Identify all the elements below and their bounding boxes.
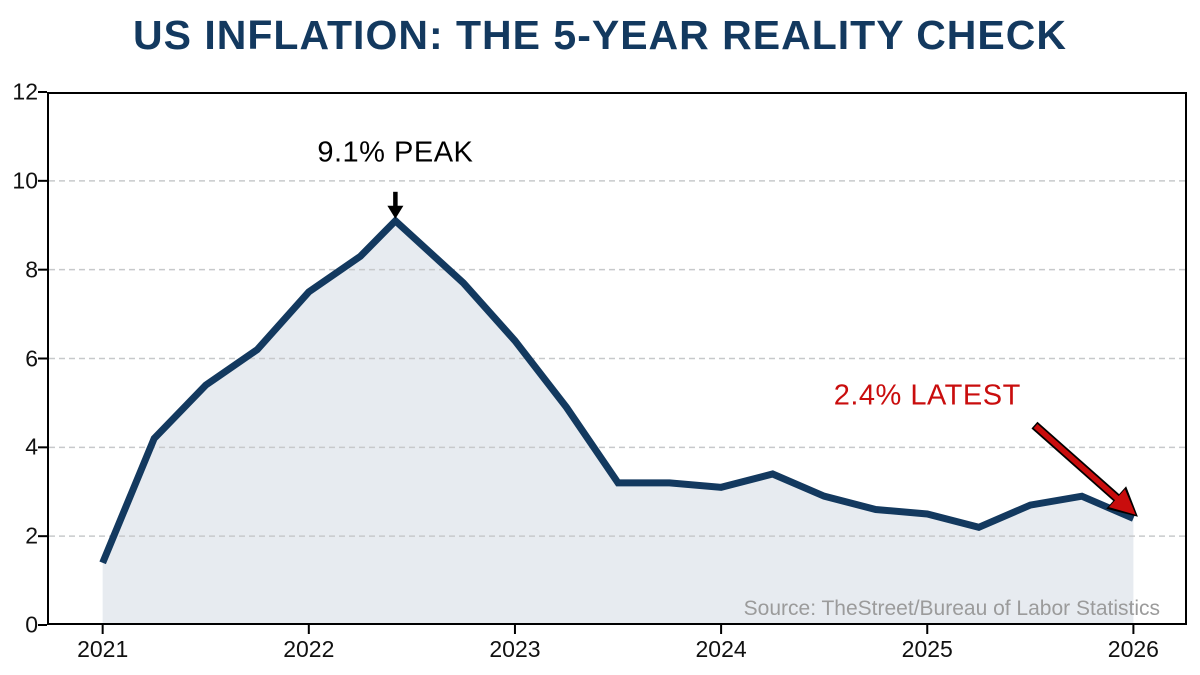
chart-title: US INFLATION: THE 5-YEAR REALITY CHECK	[133, 12, 1067, 58]
y-tick-label: 8	[25, 256, 38, 283]
axis-box	[47, 92, 1187, 625]
latest-annotation-label: 2.4% LATEST	[833, 379, 1021, 412]
x-tick-label: 2022	[283, 636, 335, 662]
x-tick-label: 2026	[1107, 636, 1159, 662]
area-fill	[102, 220, 1134, 625]
peak-annotation-label: 9.1% PEAK	[317, 136, 474, 169]
source-credit: Source: TheStreet/Bureau of Labor Statis…	[743, 597, 1160, 620]
x-tick-label: 2024	[695, 636, 747, 662]
data-line	[99, 215, 1135, 565]
latest-arrow-head	[1108, 489, 1136, 515]
x-tick-label: 2021	[77, 636, 129, 662]
y-tick-label: 6	[25, 345, 38, 371]
y-tick-label: 12	[12, 78, 38, 105]
y-tick-label: 4	[25, 433, 38, 460]
x-tick-label: 2025	[901, 636, 953, 662]
x-tick-label: 2023	[489, 636, 541, 662]
peak-arrow-head	[387, 205, 404, 219]
y-tick-label: 10	[12, 167, 38, 194]
y-tick-label: 2	[25, 522, 38, 549]
y-tick-label: 0	[25, 611, 38, 638]
latest-arrow	[1033, 424, 1122, 503]
